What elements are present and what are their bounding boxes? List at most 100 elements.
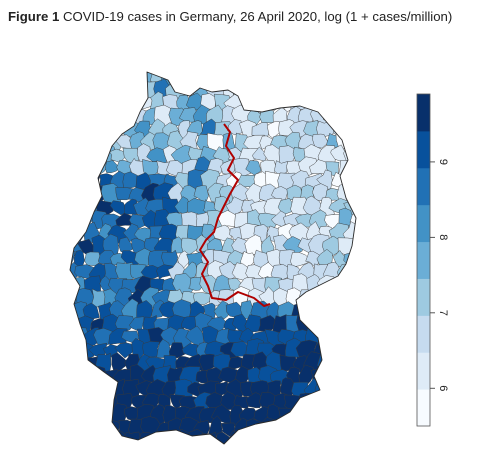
legend-tick: 9 — [430, 159, 449, 165]
district-region — [89, 366, 108, 387]
district-region — [349, 78, 356, 101]
district-region — [70, 339, 83, 358]
district-region — [353, 236, 356, 257]
district-region — [50, 291, 67, 306]
legend-color-step — [417, 241, 430, 279]
district-region — [244, 55, 266, 70]
district-region — [70, 339, 71, 361]
district-region — [52, 55, 69, 72]
district-region — [82, 302, 100, 320]
district-region — [328, 278, 350, 292]
legend-tick-label: 8 — [437, 234, 449, 240]
district-region — [82, 407, 99, 421]
district-region — [93, 79, 108, 98]
district-region — [84, 381, 103, 396]
district-region — [351, 289, 356, 309]
district-region — [245, 160, 262, 176]
district-region — [70, 172, 75, 189]
district-region — [273, 79, 290, 101]
district-region — [114, 107, 135, 125]
district-region — [70, 276, 76, 296]
district-region — [70, 325, 78, 348]
district-region — [51, 236, 68, 253]
district-region — [214, 72, 230, 85]
district-region — [70, 394, 82, 409]
district-region — [71, 432, 87, 444]
district-region — [119, 72, 144, 85]
district-region — [70, 353, 79, 374]
district-region — [123, 93, 142, 114]
district-region — [70, 421, 82, 436]
district-region — [84, 433, 102, 444]
figure-title: COVID-19 cases in Germany, 26 April 2020… — [62, 9, 453, 24]
district-region — [349, 133, 356, 154]
district-region — [334, 421, 356, 436]
district-region — [155, 72, 173, 74]
district-region — [98, 431, 112, 444]
district-region — [51, 133, 69, 152]
district-region — [181, 237, 200, 255]
district-region — [333, 119, 349, 137]
district-region — [343, 119, 356, 140]
district-region — [80, 72, 103, 86]
district-region — [323, 392, 345, 410]
district-region — [52, 211, 69, 227]
district-region — [317, 404, 336, 427]
district-region — [70, 221, 77, 244]
district-region — [70, 120, 74, 137]
district-region — [298, 72, 318, 74]
district-region — [72, 378, 89, 400]
district-region — [312, 133, 329, 149]
legend-color-step — [417, 94, 430, 132]
district-region — [70, 366, 71, 384]
district-region — [109, 200, 126, 216]
district-region — [308, 392, 330, 411]
district-region — [319, 432, 332, 444]
district-region — [76, 367, 95, 384]
district-region — [192, 72, 213, 74]
legend-frame — [416, 93, 431, 427]
district-region — [343, 251, 356, 268]
district-region — [328, 328, 348, 345]
district-region — [300, 420, 316, 437]
district-region — [271, 418, 291, 438]
district-region — [314, 81, 327, 97]
district-region — [247, 82, 266, 96]
district-region — [70, 433, 79, 444]
district-region — [70, 103, 83, 129]
district-region — [70, 418, 72, 438]
district-region — [336, 57, 353, 70]
district-region — [174, 72, 195, 87]
district-region — [122, 147, 141, 164]
district-region — [328, 404, 348, 426]
district-region — [358, 121, 372, 137]
legend-color-step — [417, 167, 430, 206]
district-region — [356, 69, 376, 84]
district-region — [343, 429, 356, 444]
district-region — [283, 417, 302, 438]
district-region — [276, 72, 298, 88]
district-region — [70, 390, 71, 411]
legend-color-step — [417, 204, 430, 243]
district-region — [129, 56, 148, 69]
district-region — [202, 72, 221, 84]
district-region — [82, 120, 100, 140]
district-region — [103, 82, 122, 99]
district-region — [286, 57, 299, 70]
district-region — [137, 432, 155, 444]
district-region — [70, 133, 83, 153]
district-region — [156, 264, 174, 280]
district-region — [117, 72, 134, 74]
district-region — [337, 82, 356, 100]
district-region — [90, 72, 109, 74]
district-region — [227, 72, 244, 88]
district-region — [341, 356, 356, 371]
district-region — [345, 377, 356, 400]
district-region — [70, 196, 76, 218]
district-region — [323, 367, 343, 386]
district-region — [70, 314, 71, 333]
district-region — [148, 433, 168, 444]
district-region — [238, 431, 255, 444]
district-region — [187, 72, 208, 86]
district-region — [324, 290, 341, 306]
